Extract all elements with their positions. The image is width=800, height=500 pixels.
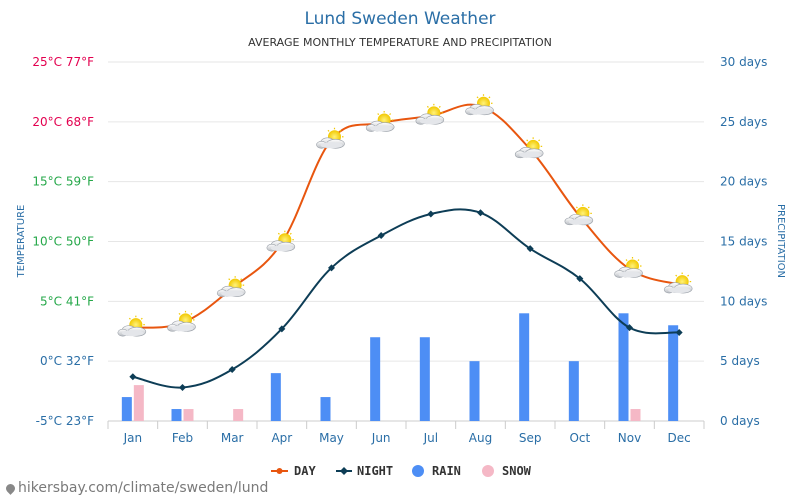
night-point-diamond-icon bbox=[377, 232, 385, 240]
right-tick-label: 10 days bbox=[720, 294, 767, 308]
right-tick-label: 5 days bbox=[720, 354, 760, 368]
night-point-diamond-icon bbox=[626, 324, 633, 332]
rain-bar bbox=[320, 397, 331, 421]
legend-item-night[interactable]: NIGHT bbox=[336, 464, 393, 478]
snow-bar bbox=[133, 385, 144, 421]
rain-bar bbox=[270, 373, 281, 421]
chart-title: Lund Sweden Weather bbox=[304, 9, 495, 29]
rain-bar bbox=[171, 409, 182, 421]
legend-night-label: NIGHT bbox=[357, 464, 393, 478]
x-tick-label: Aug bbox=[469, 431, 492, 445]
right-tick-label: 25 days bbox=[720, 115, 767, 129]
legend-snow-label: SNOW bbox=[502, 464, 532, 478]
legend-item-snow[interactable]: SNOW bbox=[482, 464, 532, 478]
night-point-diamond-icon bbox=[328, 264, 335, 272]
legend-night-diamond bbox=[340, 467, 348, 475]
left-tick-label: 25°C 77°F bbox=[32, 55, 94, 69]
x-tick-label: Mar bbox=[221, 431, 244, 445]
night-point-diamond-icon bbox=[675, 328, 683, 336]
night-point-diamond-icon bbox=[427, 210, 435, 218]
legend: DAY NIGHT RAIN SNOW bbox=[271, 464, 532, 478]
left-tick-label: 15°C 59°F bbox=[32, 175, 94, 189]
x-tick-label: Jul bbox=[423, 431, 438, 445]
x-tick-label: Oct bbox=[569, 431, 590, 445]
x-tick-label: Jan bbox=[123, 431, 143, 445]
day-point-sun-behind-cloud-icon bbox=[266, 230, 296, 252]
night-point-diamond-icon bbox=[576, 275, 584, 283]
night-point-diamond-icon bbox=[477, 209, 484, 217]
snow-bar bbox=[630, 409, 641, 421]
y-axis-title-precipitation: PRECIPITATION bbox=[775, 204, 786, 278]
source-link[interactable]: hikersbay.com/climate/sweden/lund bbox=[4, 480, 269, 496]
right-tick-label: 0 days bbox=[720, 414, 760, 428]
day-point-sun-behind-cloud-icon bbox=[564, 203, 594, 226]
rain-bar bbox=[618, 313, 629, 421]
rain-bar bbox=[469, 361, 480, 421]
legend-day-dot bbox=[276, 468, 283, 474]
y-axis-title-temperature: TEMPERATURE bbox=[16, 205, 27, 279]
left-tick-label: 5°C 41°F bbox=[40, 294, 94, 308]
day-point-sun-behind-cloud-icon bbox=[514, 136, 544, 159]
legend-rain-label: RAIN bbox=[432, 464, 461, 478]
left-axis-ticks: 25°C 77°F 20°C 68°F 15°C 59°F 10°C 50°F 5°C … bbox=[32, 55, 94, 428]
day-series-line bbox=[132, 103, 680, 329]
snow-bar bbox=[183, 409, 194, 421]
right-tick-label: 20 days bbox=[720, 175, 767, 189]
day-point-sun-behind-cloud-icon bbox=[216, 275, 246, 298]
legend-item-rain[interactable]: RAIN bbox=[412, 464, 461, 478]
night-point-diamond-icon bbox=[228, 366, 236, 374]
left-tick-label: 10°C 50°F bbox=[32, 235, 94, 249]
temperature-markers bbox=[117, 93, 693, 391]
x-tick-label: Sep bbox=[519, 431, 542, 445]
night-point-diamond-icon bbox=[278, 325, 286, 333]
legend-day-label: DAY bbox=[294, 464, 316, 478]
x-tick-label: Jun bbox=[371, 431, 391, 445]
temperature-lines bbox=[132, 103, 680, 389]
day-point-sun-behind-cloud-icon bbox=[166, 310, 197, 332]
left-tick-label: 0°C 32°F bbox=[40, 354, 94, 368]
gridlines bbox=[107, 61, 705, 429]
left-tick-label: 20°C 68°F bbox=[32, 115, 94, 129]
x-axis-ticks: Jan Feb Mar Apr May Jun Jul Aug Sep Oct Nov Dec bbox=[123, 431, 691, 445]
legend-rain-dot bbox=[412, 465, 424, 477]
location-pin-icon bbox=[4, 481, 17, 495]
chart-subtitle: AVERAGE MONTHLY TEMPERATURE AND PRECIPIT… bbox=[248, 36, 552, 49]
x-tick-label: Dec bbox=[668, 431, 691, 445]
legend-snow-dot bbox=[482, 465, 494, 477]
day-point-sun-behind-cloud-icon bbox=[365, 110, 395, 133]
night-point-diamond-icon bbox=[129, 373, 137, 381]
rain-bar bbox=[121, 397, 132, 421]
day-point-sun-behind-cloud-icon bbox=[117, 315, 147, 337]
x-tick-label: Nov bbox=[618, 431, 641, 445]
rain-bar bbox=[370, 337, 381, 421]
right-axis-ticks: 30 days 25 days 20 days 15 days 10 days 5 day… bbox=[720, 55, 767, 428]
night-point-diamond-icon bbox=[526, 245, 534, 253]
x-tick-label: Feb bbox=[172, 431, 193, 445]
source-text: hikersbay.com/climate/sweden/lund bbox=[18, 480, 269, 496]
rain-bar bbox=[519, 313, 530, 421]
night-point-diamond-icon bbox=[179, 383, 186, 391]
left-tick-label: -5°C 23°F bbox=[36, 414, 94, 428]
snow-bar bbox=[233, 409, 244, 421]
rain-bar bbox=[568, 361, 579, 421]
legend-item-day[interactable]: DAY bbox=[271, 464, 316, 478]
x-tick-label: Apr bbox=[271, 431, 292, 445]
right-tick-label: 15 days bbox=[720, 235, 767, 249]
rain-bar bbox=[419, 337, 430, 421]
right-tick-label: 30 days bbox=[720, 55, 767, 69]
x-tick-label: May bbox=[319, 431, 344, 445]
precipitation-bars bbox=[121, 313, 679, 421]
rain-bar bbox=[668, 325, 679, 421]
day-point-sun-behind-cloud-icon bbox=[315, 127, 346, 149]
day-point-sun-behind-cloud-icon bbox=[415, 103, 445, 125]
